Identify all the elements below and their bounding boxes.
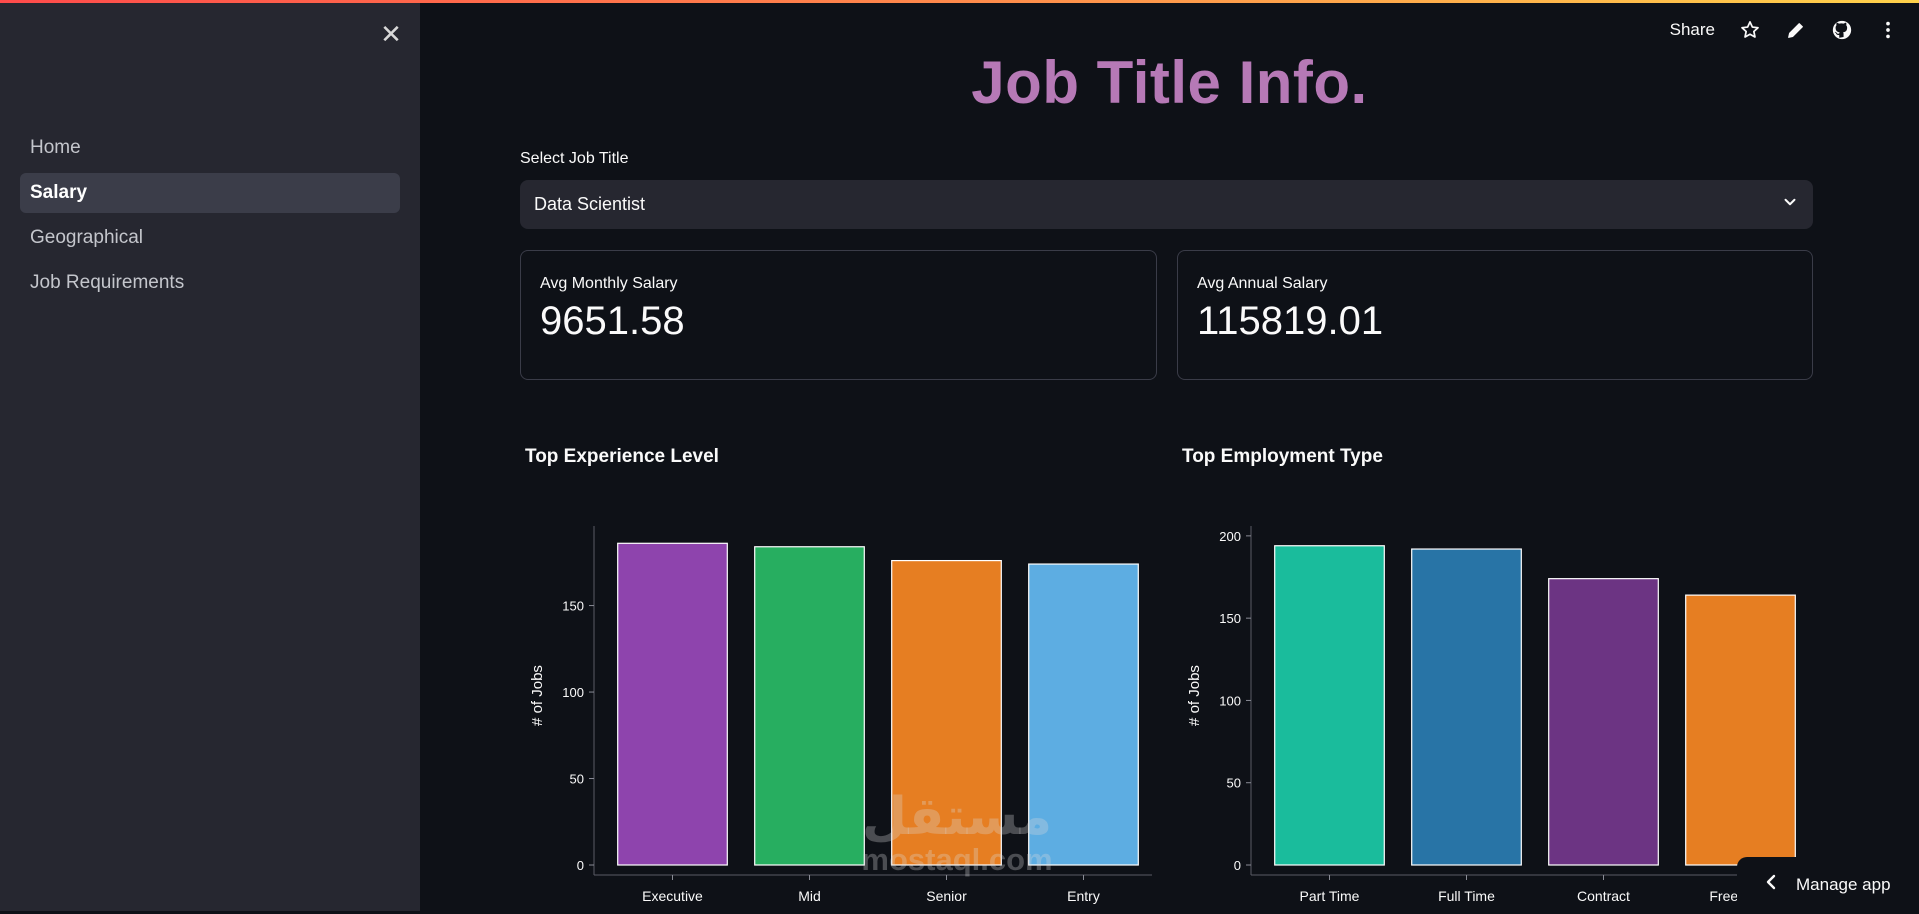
bar xyxy=(1274,545,1385,866)
sidebar-item-job-requirements[interactable]: Job Requirements xyxy=(30,272,185,293)
y-tick-label: 150 xyxy=(1219,611,1241,626)
job-title-select[interactable]: Data Scientist xyxy=(520,180,1813,229)
y-tick-label: 50 xyxy=(570,772,584,787)
x-tick-label: Senior xyxy=(926,888,967,904)
y-tick-label: 50 xyxy=(1227,776,1241,791)
x-tick-label: Contract xyxy=(1577,888,1630,904)
chart-title-employment: Top Employment Type xyxy=(1182,446,1383,467)
bar xyxy=(1548,578,1659,866)
sidebar-nav: Home Salary Geographical Job Requirement… xyxy=(20,128,400,308)
chevron-left-icon xyxy=(1764,873,1778,896)
manage-app-label: Manage app xyxy=(1796,874,1891,894)
share-button[interactable]: Share xyxy=(1669,20,1715,39)
x-tick-label: Full Time xyxy=(1438,888,1495,904)
metric-label: Avg Monthly Salary xyxy=(540,275,678,292)
metric-value: 115819.01 xyxy=(1197,299,1384,343)
y-axis-label: # of Jobs xyxy=(1186,665,1203,726)
y-tick-label: 100 xyxy=(562,685,584,700)
close-icon[interactable]: ✕ xyxy=(380,19,402,49)
github-icon[interactable] xyxy=(1831,19,1853,41)
x-tick-label: Mid xyxy=(798,888,821,904)
y-axis-label: # of Jobs xyxy=(529,665,546,726)
y-tick-label: 200 xyxy=(1219,529,1241,544)
chart-title-experience: Top Experience Level xyxy=(525,446,719,467)
x-tick-label: Executive xyxy=(642,888,703,904)
page-title: Job Title Info. xyxy=(971,49,1368,116)
sidebar-item-salary[interactable]: Salary xyxy=(20,173,400,213)
top-accent-line xyxy=(0,0,1919,3)
y-tick-label: 0 xyxy=(1234,858,1241,873)
pencil-icon[interactable] xyxy=(1785,19,1807,41)
bar xyxy=(617,542,728,866)
y-tick-label: 0 xyxy=(577,858,584,873)
metric-value: 9651.58 xyxy=(540,299,685,343)
manage-app-button[interactable]: Manage app xyxy=(1737,857,1919,912)
chevron-down-icon xyxy=(1781,193,1799,216)
bar xyxy=(754,546,865,866)
job-title-select-value: Data Scientist xyxy=(534,194,646,214)
metric-card-annual: Avg Annual Salary 115819.01 xyxy=(1177,250,1813,380)
x-tick-label: Part Time xyxy=(1300,888,1360,904)
star-icon[interactable] xyxy=(1739,19,1761,41)
metric-card-monthly: Avg Monthly Salary 9651.58 xyxy=(520,250,1157,380)
select-job-title-label: Select Job Title xyxy=(520,150,629,167)
x-tick-label: Entry xyxy=(1067,888,1100,904)
employment-type-chart: 0 50 100 150 200 # of Jobs Part Time Full Time C… xyxy=(1186,526,1809,904)
sidebar-item-geographical[interactable]: Geographical xyxy=(30,227,144,248)
bar xyxy=(891,559,1002,866)
y-tick-label: 100 xyxy=(1219,693,1241,708)
metric-label: Avg Annual Salary xyxy=(1197,275,1328,292)
sidebar: ✕ Home Salary Geographical Job Requireme… xyxy=(0,3,420,911)
more-vertical-icon[interactable] xyxy=(1877,19,1899,41)
header-actions: Share xyxy=(1670,18,1899,42)
bar xyxy=(1028,563,1139,866)
experience-level-chart: 0 50 100 150 # of Jobs Executive Mid Senior Entr… xyxy=(529,526,1152,904)
sidebar-item-home[interactable]: Home xyxy=(30,137,81,158)
bar xyxy=(1411,548,1522,866)
y-tick-label: 150 xyxy=(562,599,584,614)
bar xyxy=(1685,594,1796,866)
